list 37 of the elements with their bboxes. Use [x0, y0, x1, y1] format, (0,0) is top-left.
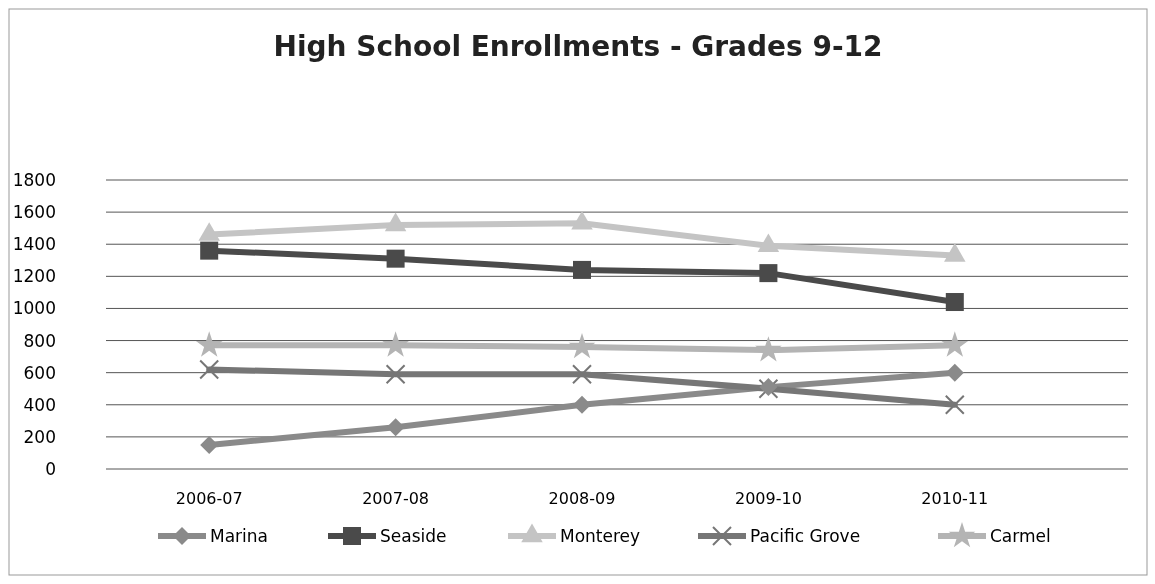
point: [198, 222, 220, 241]
x-tick-label: 2010-11: [921, 489, 989, 508]
x-tick-label: 2006-07: [175, 489, 243, 508]
point: [199, 359, 220, 380]
point: [385, 364, 406, 385]
legend-label: Pacific Grove: [750, 526, 861, 546]
point: [573, 260, 591, 279]
y-tick-label: 200: [23, 426, 56, 447]
point: [384, 212, 407, 232]
y-tick-label: 1600: [12, 202, 56, 223]
y-tick-label: 1800: [12, 170, 56, 190]
legend-label: Monterey: [560, 526, 641, 546]
point: [944, 394, 965, 415]
point: [944, 243, 966, 262]
point: [571, 210, 593, 230]
y-tick-label: 800: [23, 330, 56, 351]
point: [941, 331, 969, 357]
x-tick-label: 2007-08: [362, 489, 430, 508]
point: [382, 331, 409, 357]
point: [195, 331, 223, 357]
x-tick-label: 2008-09: [548, 489, 616, 508]
y-tick-label: 400: [23, 394, 56, 415]
y-tick-label: 1000: [12, 298, 56, 319]
y-tick-label: 1200: [12, 266, 56, 287]
y-tick-label: 1400: [12, 234, 56, 255]
legend-label: Carmel: [990, 526, 1051, 546]
y-tick-label: 600: [23, 362, 56, 383]
point: [568, 332, 596, 359]
y-tick-label: 0: [45, 459, 56, 479]
point: [757, 233, 780, 253]
point: [755, 336, 782, 362]
x-tick-label: 2009-10: [734, 489, 802, 508]
legend-label: Seaside: [380, 526, 447, 546]
legend-label: Marina: [210, 526, 268, 546]
chart-title: High School Enrollments - Grades 9-12: [273, 30, 883, 63]
point: [573, 395, 591, 414]
point: [572, 364, 592, 385]
